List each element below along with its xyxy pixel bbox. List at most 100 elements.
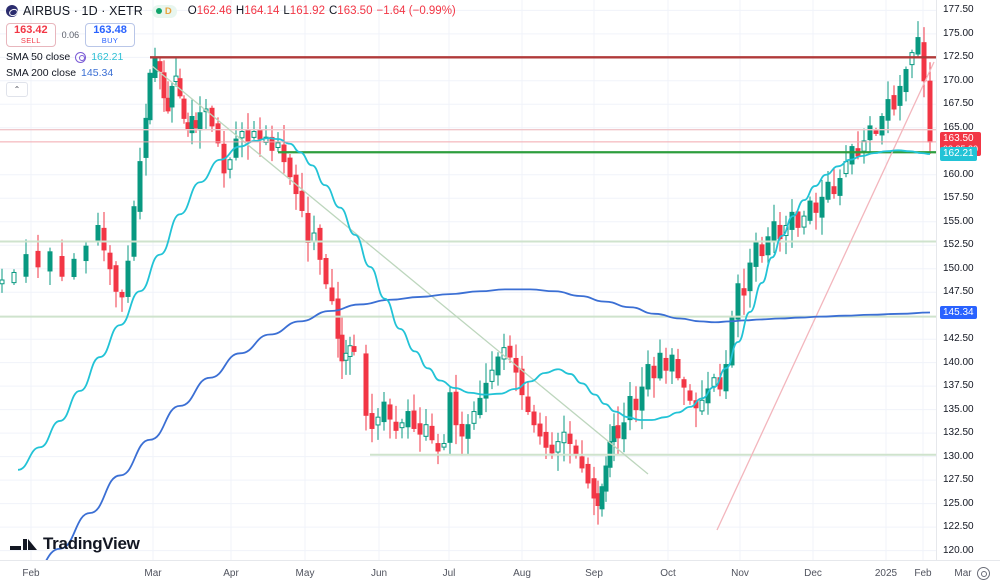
price-tick-label: 125.00 — [943, 497, 974, 509]
candle-body — [819, 196, 825, 218]
candle-body — [299, 190, 305, 211]
candle-body — [181, 98, 187, 119]
time-tick-label: Feb — [914, 568, 932, 579]
candle-body — [351, 346, 357, 352]
candle-body — [269, 136, 275, 151]
ohlc-values: O162.46 H164.14 L161.92 C163.50 −1.64 (−0.99… — [188, 5, 456, 17]
candle-body — [101, 227, 107, 251]
buy-label: BUY — [101, 35, 119, 45]
candle-body — [579, 456, 585, 469]
candle-body — [441, 442, 447, 448]
price-tick-label: 150.00 — [943, 262, 974, 274]
downtrend-line[interactable] — [151, 65, 649, 475]
candle-body — [567, 433, 573, 444]
candle-body — [663, 357, 669, 371]
last-price-value: 163.50 — [943, 132, 974, 144]
chevron-up-icon: ⌃ — [13, 85, 21, 95]
collapse-legend-button[interactable]: ⌃ — [6, 82, 28, 98]
candle-body — [125, 260, 131, 297]
candle-body — [381, 401, 387, 423]
candle-body — [471, 411, 477, 424]
price-tick-label: 132.50 — [943, 427, 974, 439]
symbol-row: AIRBUS · 1D · XETR D O162.46 H164.14 L161.… — [6, 3, 456, 19]
ohlc-high-label: H — [235, 5, 245, 17]
candle-body — [599, 486, 605, 510]
ohlc-close-label: C — [328, 5, 338, 17]
candle-body — [465, 424, 471, 439]
price-tick-label: 127.50 — [943, 474, 974, 486]
candle-body — [435, 443, 441, 452]
candle-body — [369, 413, 375, 429]
candle-body — [639, 386, 645, 411]
candle-body — [483, 382, 489, 399]
time-tick-label: Sep — [585, 568, 603, 579]
candle-body — [873, 130, 879, 134]
ohlc-close-value: 163.50 — [337, 5, 373, 17]
market-status-badge[interactable]: D — [151, 4, 177, 18]
candle-body — [287, 157, 293, 178]
candle-body — [573, 445, 579, 456]
candle-body — [165, 97, 171, 112]
price-tick-label: 170.00 — [943, 74, 974, 86]
candle-body — [375, 416, 381, 426]
ohlc-open-value: 162.46 — [196, 5, 232, 17]
indicator-row-sma50[interactable]: SMA 50 close 162.21 — [6, 51, 456, 63]
candle-body — [119, 291, 125, 298]
buy-sell-row: 163.42 SELL 0.06 163.48 BUY — [6, 23, 456, 48]
candle-body — [347, 345, 353, 357]
indicator-value-sma200: 145.34 — [81, 67, 114, 80]
sma50-line — [17, 137, 931, 471]
candle-body — [645, 364, 651, 390]
candle-body — [317, 227, 323, 260]
candle-body — [549, 444, 555, 454]
candle-body — [343, 352, 349, 361]
sma200-line — [45, 288, 931, 560]
candle-body — [927, 80, 933, 143]
candle-body — [197, 112, 203, 131]
candle-body — [561, 431, 567, 444]
price-tick-label: 122.50 — [943, 521, 974, 533]
candle-body — [405, 411, 411, 428]
market-badge-label: D — [164, 5, 172, 17]
candle-body — [621, 422, 627, 440]
uptrend-line[interactable] — [716, 61, 935, 531]
price-axis[interactable]: 177.50 175.00 172.50 170.00 167.50 165.00 160.… — [936, 0, 1000, 560]
candle-body — [459, 423, 465, 437]
price-tick-label: 142.50 — [943, 333, 974, 345]
candle-body — [275, 142, 281, 148]
chart-legend: AIRBUS · 1D · XETR D O162.46 H164.14 L161.… — [6, 3, 456, 98]
time-axis[interactable]: Feb Mar Apr May Jun Jul Aug Sep Oct Nov Dec 2025 Feb… — [0, 560, 1000, 586]
candle-body — [525, 396, 531, 413]
price-tick-label: 130.00 — [943, 450, 974, 462]
candle-body — [675, 359, 681, 379]
candle-body — [611, 426, 617, 443]
market-open-dot-icon — [155, 8, 162, 14]
candle-body — [447, 392, 453, 443]
candle-body — [879, 116, 885, 136]
candle-body — [47, 251, 53, 272]
price-tag-sma50[interactable]: 162.21 — [940, 147, 977, 161]
ohlc-low-value: 161.92 — [289, 5, 325, 17]
time-tick-label: 2025 — [874, 568, 898, 579]
candlestick-chart[interactable] — [0, 0, 936, 560]
candle-body — [591, 478, 597, 499]
indicator-row-sma200[interactable]: SMA 200 close 145.34 — [6, 67, 456, 79]
tradingview-symbol-icon — [6, 5, 18, 17]
gear-icon[interactable] — [977, 567, 990, 580]
candle-body — [131, 206, 137, 257]
candle-body — [837, 178, 843, 196]
sell-button[interactable]: 163.42 SELL — [6, 23, 56, 48]
candle-body — [411, 410, 417, 429]
candle-body — [417, 423, 423, 435]
price-tick-label: 147.50 — [943, 286, 974, 298]
candle-body — [861, 140, 867, 152]
candle-body — [831, 186, 837, 195]
candle-body — [257, 129, 263, 140]
time-tick-label: Mar — [144, 568, 162, 579]
buy-button[interactable]: 163.48 BUY — [85, 23, 135, 48]
chart-plot-area[interactable] — [0, 0, 936, 560]
page-title[interactable]: AIRBUS · 1D · XETR — [23, 4, 143, 18]
price-tag-sma200[interactable]: 145.34 — [940, 305, 977, 319]
settings-icon[interactable] — [75, 51, 87, 63]
candle-body — [429, 425, 435, 441]
